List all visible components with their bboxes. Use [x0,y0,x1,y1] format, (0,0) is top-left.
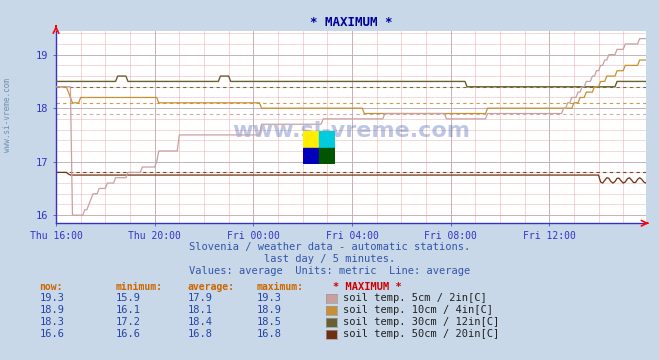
Text: 19.3: 19.3 [40,293,65,303]
Text: 18.5: 18.5 [257,317,282,327]
Text: 17.9: 17.9 [188,293,213,303]
Text: minimum:: minimum: [115,282,162,292]
Text: Values: average  Units: metric  Line: average: Values: average Units: metric Line: aver… [189,266,470,276]
Text: soil temp. 30cm / 12in[C]: soil temp. 30cm / 12in[C] [343,317,499,327]
Text: Slovenia / weather data - automatic stations.: Slovenia / weather data - automatic stat… [189,242,470,252]
Bar [319,131,335,148]
Text: * MAXIMUM *: * MAXIMUM * [333,282,401,292]
Text: 18.9: 18.9 [40,305,65,315]
Text: average:: average: [188,282,235,292]
Text: soil temp. 5cm / 2in[C]: soil temp. 5cm / 2in[C] [343,293,486,303]
Text: soil temp. 10cm / 4in[C]: soil temp. 10cm / 4in[C] [343,305,493,315]
Text: 19.3: 19.3 [257,293,282,303]
Title: * MAXIMUM *: * MAXIMUM * [310,17,392,30]
Bar [319,148,335,164]
Text: 17.2: 17.2 [115,317,140,327]
Text: 15.9: 15.9 [115,293,140,303]
Text: soil temp. 50cm / 20in[C]: soil temp. 50cm / 20in[C] [343,329,499,339]
Text: last day / 5 minutes.: last day / 5 minutes. [264,254,395,264]
Bar [303,148,319,164]
Text: now:: now: [40,282,63,292]
Text: 16.1: 16.1 [115,305,140,315]
Text: www.si-vreme.com: www.si-vreme.com [232,121,470,141]
Bar [303,131,319,148]
Text: 16.6: 16.6 [40,329,65,339]
Text: 16.8: 16.8 [188,329,213,339]
Text: 16.8: 16.8 [257,329,282,339]
Text: 16.6: 16.6 [115,329,140,339]
Text: www.si-vreme.com: www.si-vreme.com [3,78,13,152]
Text: 18.1: 18.1 [188,305,213,315]
Text: maximum:: maximum: [257,282,304,292]
Text: 18.3: 18.3 [40,317,65,327]
Text: 18.9: 18.9 [257,305,282,315]
Text: 18.4: 18.4 [188,317,213,327]
